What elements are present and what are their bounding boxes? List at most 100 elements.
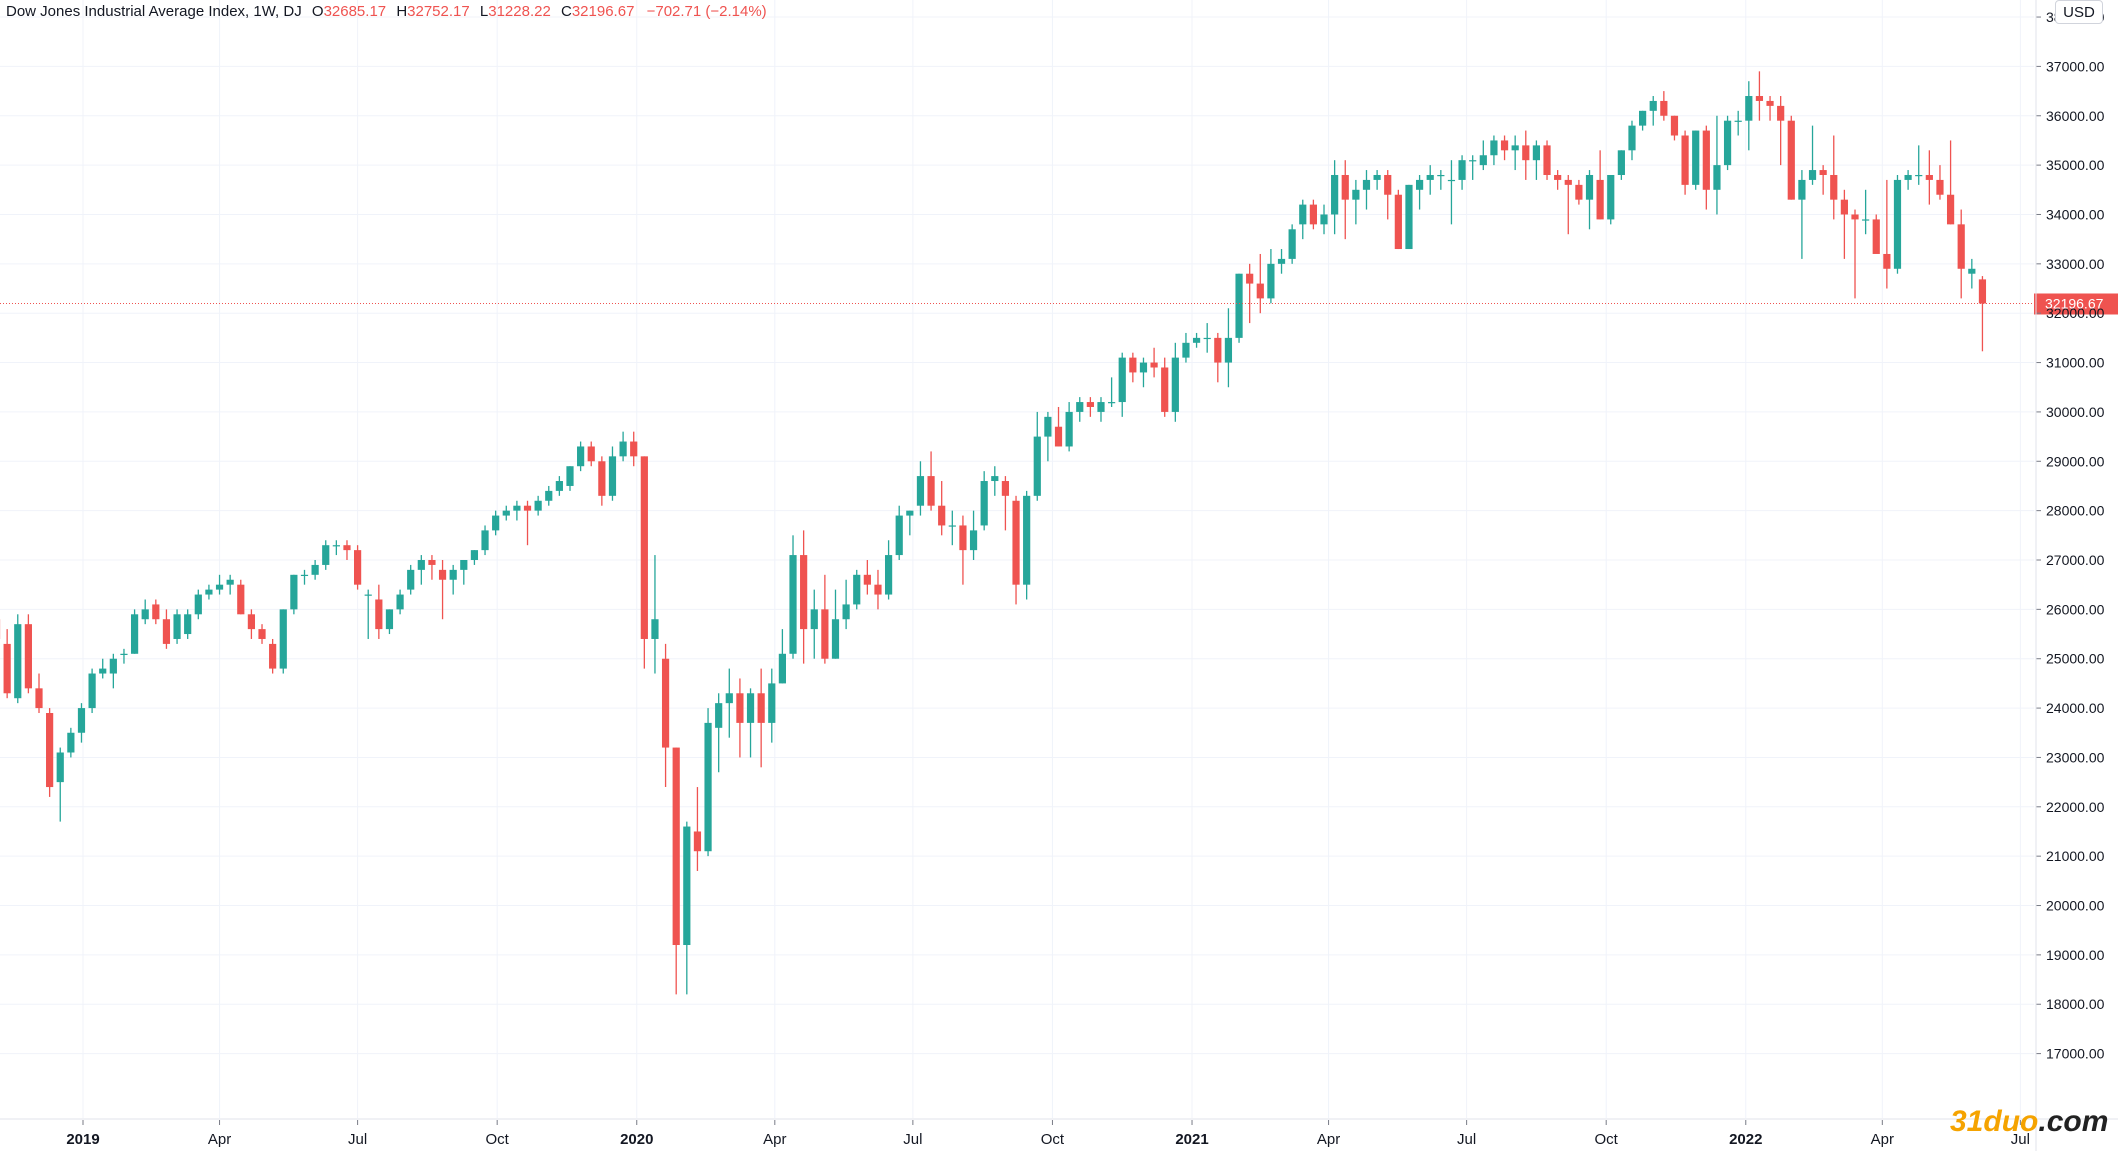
candle <box>1819 165 1827 195</box>
candle <box>693 787 702 871</box>
candle <box>1968 258 1976 289</box>
candle <box>1692 130 1700 190</box>
candle-body <box>1957 224 1965 269</box>
candle <box>821 574 829 664</box>
candle <box>1384 170 1392 220</box>
candle-body <box>1150 362 1158 368</box>
candle-body <box>980 481 988 526</box>
candle-body <box>1426 174 1434 180</box>
candle-body <box>1787 120 1795 200</box>
candle <box>481 525 489 556</box>
candle <box>768 668 776 743</box>
candle-body <box>1097 402 1105 412</box>
candle-body <box>693 831 702 852</box>
candle-body <box>1023 495 1031 585</box>
candle-body <box>1118 357 1126 403</box>
candle-body <box>704 722 712 852</box>
candle <box>916 461 925 516</box>
candle-body <box>991 476 999 482</box>
candle <box>534 495 542 516</box>
candle-body <box>1458 160 1466 180</box>
time-axis[interactable]: 2019 Apr Jul Oct 2020 Apr Jul Oct 2021 Apr Jul Oct 2… <box>0 1118 2118 1148</box>
candle <box>300 569 309 585</box>
candle <box>1883 179 1891 289</box>
candle <box>375 584 383 639</box>
candle-body <box>502 510 510 516</box>
candle <box>874 569 882 610</box>
candle <box>1267 249 1275 304</box>
candle-body <box>959 525 967 551</box>
candle-body <box>300 574 309 577</box>
candle <box>895 505 903 560</box>
candle-body <box>1362 179 1371 190</box>
candle <box>1639 110 1647 131</box>
candle <box>343 540 351 560</box>
candle-body <box>130 614 139 654</box>
candle <box>1830 135 1838 220</box>
candle-body <box>672 747 680 946</box>
candle-body <box>1033 436 1041 496</box>
time-tick-label: Jul <box>1457 1131 1476 1148</box>
candle-body <box>555 481 563 491</box>
open-label: O <box>311 3 324 20</box>
watermark-brand: 31duo <box>1950 1105 2039 1138</box>
price-tick-label: 32000.00 <box>2046 305 2105 321</box>
time-tick-label: Oct <box>1595 1131 1619 1148</box>
candle <box>608 446 617 501</box>
candle-body <box>3 643 11 694</box>
symbol-title[interactable]: Dow Jones Industrial Average Index, 1W, … <box>6 3 302 20</box>
candle-body <box>778 653 786 684</box>
candle-body <box>269 643 277 669</box>
candle-body <box>1309 204 1317 225</box>
last-price-label: 32196.67 <box>2045 295 2104 311</box>
candle <box>1713 115 1721 215</box>
candle-body <box>630 441 638 457</box>
candle <box>555 476 563 496</box>
candle <box>661 643 670 788</box>
currency-button[interactable]: USD <box>2055 0 2103 24</box>
candle <box>959 515 967 585</box>
candle-body <box>1543 145 1551 175</box>
candle-body <box>35 688 43 709</box>
candle-body <box>1925 174 1933 180</box>
candle-body <box>354 550 362 585</box>
candle-body <box>831 619 840 659</box>
candle <box>1766 96 1774 121</box>
candle-body <box>1277 258 1286 264</box>
candle-body <box>141 609 149 620</box>
candle-body <box>1076 402 1084 412</box>
candle-body <box>1139 362 1148 373</box>
candle <box>1415 174 1424 210</box>
close-value: 32196.67 <box>571 3 635 20</box>
candle-body <box>1044 416 1052 437</box>
candle <box>1978 276 1987 352</box>
candle-body <box>927 476 935 506</box>
candle-body <box>821 609 829 659</box>
high-label: H <box>396 3 408 20</box>
candle-body <box>1968 268 1976 274</box>
high-value: 32752.17 <box>407 3 470 20</box>
candle <box>1023 490 1031 600</box>
candle-body <box>1288 229 1296 259</box>
candle <box>1437 170 1445 190</box>
candle <box>1033 411 1041 501</box>
candle <box>1554 170 1562 190</box>
candle-body <box>1670 115 1679 136</box>
candle <box>428 555 436 580</box>
candle-body <box>1373 174 1381 180</box>
candle <box>396 589 404 615</box>
candle <box>194 589 202 620</box>
candle-body <box>1352 189 1360 200</box>
price-axis[interactable]: 17000.00 18000.00 19000.00 20000.00 21000.00… <box>2035 0 2105 1151</box>
candle <box>184 609 192 639</box>
candle <box>1362 170 1371 210</box>
candle-body <box>375 599 383 630</box>
candle-body <box>683 826 691 946</box>
candle <box>1405 184 1413 250</box>
time-tick-label: Jul <box>348 1131 367 1148</box>
candle-body <box>1660 100 1668 116</box>
price-tick-label: 34000.00 <box>2046 206 2105 222</box>
candle <box>1670 115 1679 141</box>
candle-body <box>545 490 553 501</box>
